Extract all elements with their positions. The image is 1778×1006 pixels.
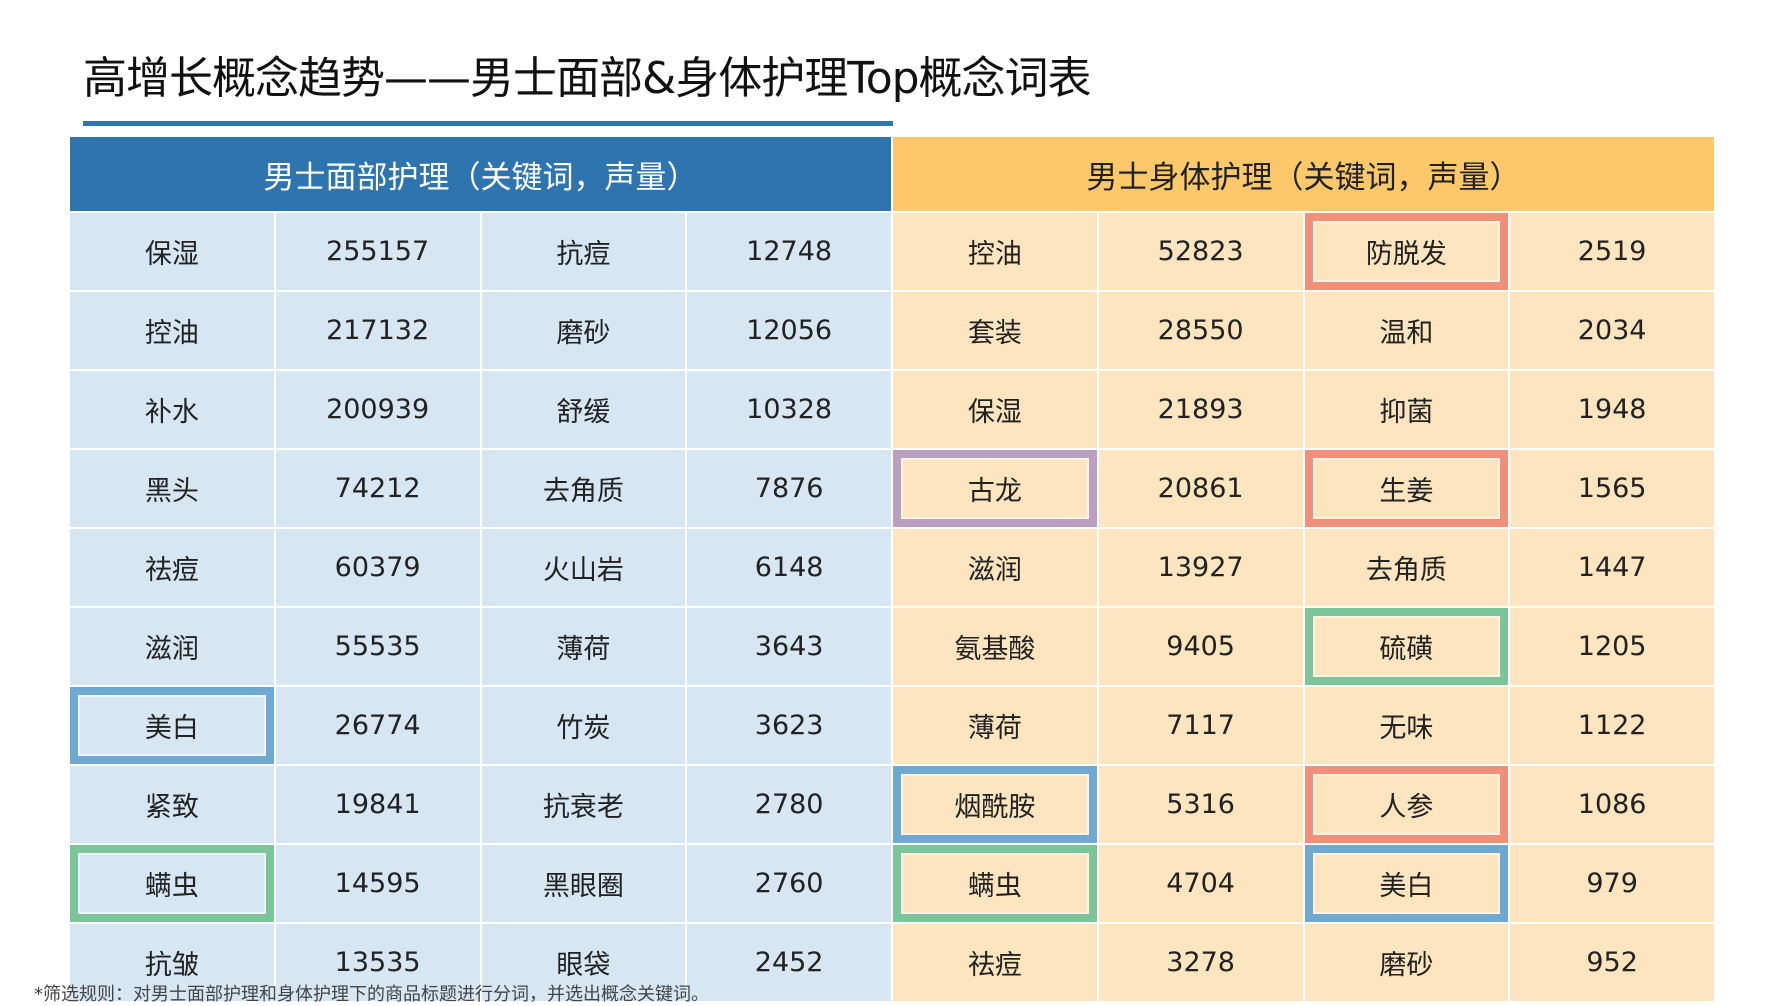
- face-volume-cell: 217132: [275, 292, 480, 369]
- body-keyword-cell-highlighted: 硫磺: [1304, 608, 1509, 685]
- face-volume-cell: 200939: [275, 371, 480, 448]
- title-underline: [83, 121, 893, 126]
- body-keyword-cell-highlighted: 生姜: [1304, 450, 1509, 527]
- face-keyword-cell: 抗皱: [70, 924, 274, 1001]
- body-volume-cell: 1948: [1510, 371, 1714, 448]
- body-volume-cell: 1122: [1510, 687, 1714, 764]
- body-volume-cell: 9405: [1098, 608, 1303, 685]
- body-volume-cell: 2034: [1510, 292, 1714, 369]
- body-keyword-cell-highlighted: 古龙: [893, 450, 1097, 527]
- body-keyword-cell: 套装: [893, 292, 1097, 369]
- face-keyword-cell: 祛痘: [70, 529, 274, 606]
- face-keyword-cell: 黑眼圈: [481, 845, 686, 922]
- face-volume-cell: 2780: [687, 766, 891, 843]
- body-keyword-cell: 磨砂: [1304, 924, 1509, 1001]
- body-keyword-cell: 祛痘: [893, 924, 1097, 1001]
- face-volume-cell: 3643: [687, 608, 891, 685]
- face-volume-cell: 3623: [687, 687, 891, 764]
- face-volume-cell: 12748: [687, 213, 891, 290]
- body-volume-cell: 3278: [1098, 924, 1303, 1001]
- face-volume-cell: 60379: [275, 529, 480, 606]
- body-keyword-cell-highlighted: 人参: [1304, 766, 1509, 843]
- face-keyword-cell: 舒缓: [481, 371, 686, 448]
- face-keyword-cell: 黑头: [70, 450, 274, 527]
- face-volume-cell: 255157: [275, 213, 480, 290]
- body-keyword-cell: 去角质: [1304, 529, 1509, 606]
- body-volume-cell: 979: [1510, 845, 1714, 922]
- body-keyword-cell-highlighted: 螨虫: [893, 845, 1097, 922]
- face-volume-cell: 7876: [687, 450, 891, 527]
- face-keyword-cell: 眼袋: [481, 924, 686, 1001]
- face-volume-cell: 14595: [275, 845, 480, 922]
- body-volume-cell: 52823: [1098, 213, 1303, 290]
- body-volume-cell: 1565: [1510, 450, 1714, 527]
- face-keyword-cell: 保湿: [70, 213, 274, 290]
- body-volume-cell: 28550: [1098, 292, 1303, 369]
- body-volume-cell: 1205: [1510, 608, 1714, 685]
- face-volume-cell: 2760: [687, 845, 891, 922]
- concept-table: 男士面部护理（关键词，声量） 男士身体护理（关键词，声量） 保湿 255157 抗痘…: [70, 137, 1714, 1001]
- body-keyword-cell: 保湿: [893, 371, 1097, 448]
- face-keyword-cell: 抗痘: [481, 213, 686, 290]
- body-volume-cell: 7117: [1098, 687, 1303, 764]
- body-keyword-cell: 无味: [1304, 687, 1509, 764]
- face-volume-cell: 2452: [687, 924, 891, 1001]
- face-keyword-cell-highlighted: 美白: [70, 687, 274, 764]
- footnote: *筛选规则：对男士面部护理和身体护理下的商品标题进行分词，并选出概念关键词。: [34, 984, 709, 1005]
- body-keyword-cell: 控油: [893, 213, 1097, 290]
- body-volume-cell: 4704: [1098, 845, 1303, 922]
- face-volume-cell: 74212: [275, 450, 480, 527]
- face-volume-cell: 13535: [275, 924, 480, 1001]
- body-volume-cell: 13927: [1098, 529, 1303, 606]
- body-volume-cell: 5316: [1098, 766, 1303, 843]
- face-keyword-cell: 滋润: [70, 608, 274, 685]
- body-keyword-cell: 氨基酸: [893, 608, 1097, 685]
- body-keyword-cell-highlighted: 烟酰胺: [893, 766, 1097, 843]
- body-volume-cell: 2519: [1510, 213, 1714, 290]
- face-volume-cell: 10328: [687, 371, 891, 448]
- face-volume-cell: 6148: [687, 529, 891, 606]
- face-keyword-cell: 去角质: [481, 450, 686, 527]
- face-keyword-cell: 补水: [70, 371, 274, 448]
- body-volume-cell: 21893: [1098, 371, 1303, 448]
- body-care-header: 男士身体护理（关键词，声量）: [893, 137, 1714, 211]
- face-keyword-cell: 控油: [70, 292, 274, 369]
- face-keyword-cell: 磨砂: [481, 292, 686, 369]
- face-keyword-cell: 薄荷: [481, 608, 686, 685]
- face-keyword-cell: 紧致: [70, 766, 274, 843]
- face-volume-cell: 19841: [275, 766, 480, 843]
- face-care-header: 男士面部护理（关键词，声量）: [70, 137, 891, 211]
- face-keyword-cell: 火山岩: [481, 529, 686, 606]
- body-keyword-cell: 抑菌: [1304, 371, 1509, 448]
- body-volume-cell: 1447: [1510, 529, 1714, 606]
- body-volume-cell: 20861: [1098, 450, 1303, 527]
- face-volume-cell: 26774: [275, 687, 480, 764]
- body-keyword-cell: 滋润: [893, 529, 1097, 606]
- face-keyword-cell: 抗衰老: [481, 766, 686, 843]
- body-keyword-cell-highlighted: 美白: [1304, 845, 1509, 922]
- body-volume-cell: 952: [1510, 924, 1714, 1001]
- body-volume-cell: 1086: [1510, 766, 1714, 843]
- face-keyword-cell-highlighted: 螨虫: [70, 845, 274, 922]
- page-title: 高增长概念趋势——男士面部&身体护理Top概念词表: [83, 53, 1092, 104]
- face-keyword-cell: 竹炭: [481, 687, 686, 764]
- face-volume-cell: 12056: [687, 292, 891, 369]
- body-keyword-cell-highlighted: 防脱发: [1304, 213, 1509, 290]
- body-keyword-cell: 薄荷: [893, 687, 1097, 764]
- body-keyword-cell: 温和: [1304, 292, 1509, 369]
- face-volume-cell: 55535: [275, 608, 480, 685]
